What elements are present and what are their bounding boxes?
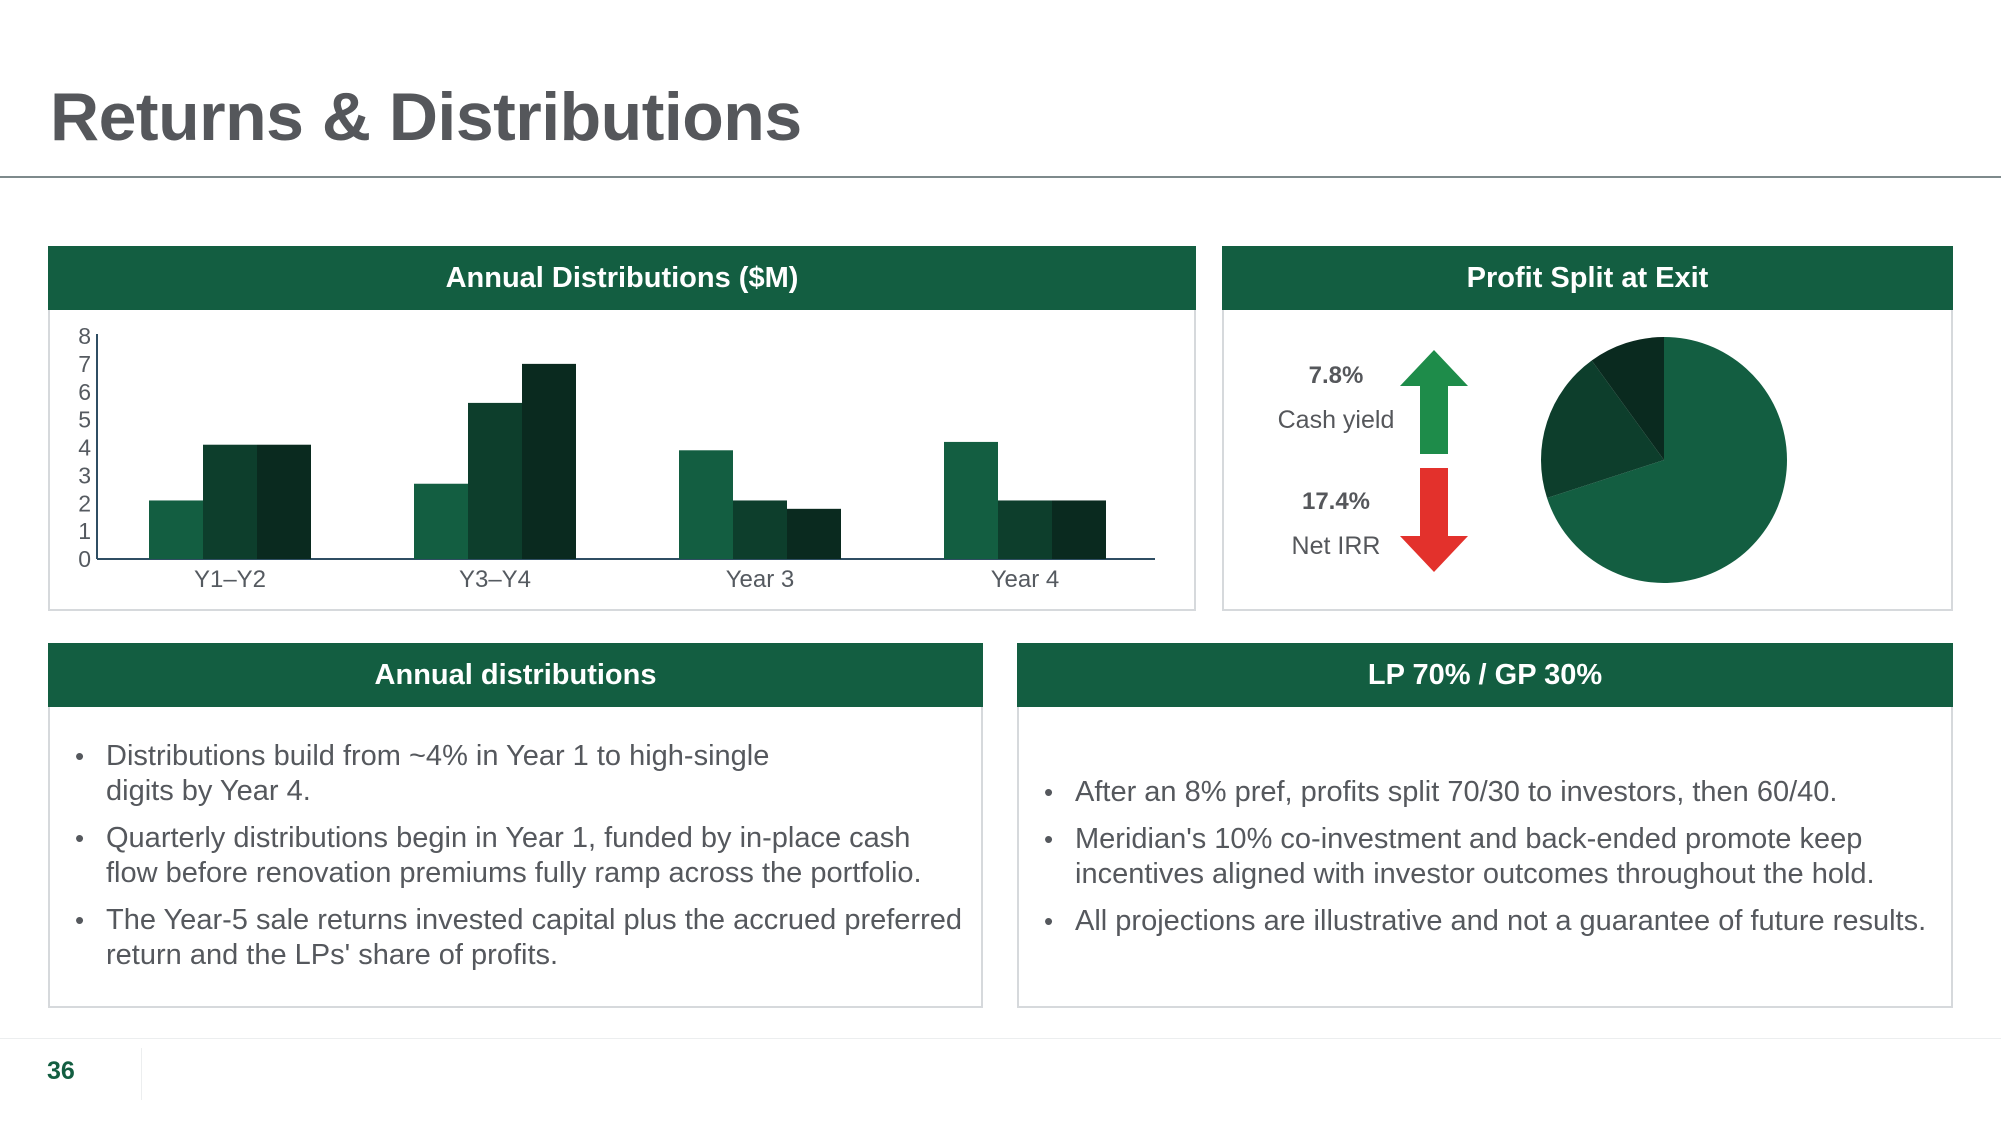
net-irr-label-wrap: Net IRR [1236, 532, 1436, 561]
bar [257, 444, 311, 559]
x-tick-label: Year 3 [726, 566, 795, 593]
page-number: 36 [47, 1057, 75, 1085]
bar [679, 450, 733, 559]
x-tick-label: Year 4 [991, 566, 1060, 593]
pie-slice [1547, 337, 1787, 583]
annual-distributions-panel: Annual distributions • Distributions buil… [48, 643, 983, 1008]
bullet-item: • Distributions build from ~4% in Year 1 … [75, 739, 962, 809]
distributions-chart-header: Annual Distributions ($M) [48, 246, 1196, 310]
bullet-icon: • [75, 905, 85, 935]
bullet-item: • All projections are illustrative and no… [1044, 904, 1926, 939]
footer-divider [0, 1038, 2001, 1039]
lp-gp-panel: LP 70% / GP 30% • After an 8% pref, profi… [1017, 643, 1953, 1008]
bullet-text-line: All projections are illustrative and not… [1075, 905, 1927, 937]
y-tick-label: 6 [78, 379, 91, 405]
y-tick-label: 1 [78, 518, 91, 544]
pie-slice [1541, 360, 1664, 499]
bullet-text-line: Distributions build from ~4% in Year 1 t… [106, 740, 770, 772]
annual-distributions-header: Annual distributions [48, 643, 983, 707]
bar [944, 441, 998, 559]
net-irr-label: Net IRR [1291, 532, 1381, 560]
y-tick-label: 4 [78, 435, 91, 461]
bar [1052, 500, 1106, 559]
bullet-icon: • [1044, 777, 1054, 807]
title-divider [0, 176, 2001, 178]
bullet-icon: • [1044, 824, 1054, 854]
lp-gp-bullets: • After an 8% pref, profits split 70/30 t… [1044, 775, 1926, 951]
y-tick-label: 2 [78, 490, 91, 516]
profit-split-header: Profit Split at Exit [1222, 246, 1953, 310]
pie-slice [1591, 337, 1664, 460]
bar [787, 508, 841, 559]
bar [733, 500, 787, 559]
profit-split-panel: Profit Split at Exit 7.8% Cash yield 17.… [1222, 246, 1953, 611]
slide-title: Returns & Distributions [50, 79, 802, 155]
bullet-icon: • [1044, 906, 1054, 936]
bar [468, 402, 522, 559]
y-tick-label: 5 [78, 407, 91, 433]
bullet-text-line: incentives aligned with investor outcome… [1075, 858, 1875, 890]
bar [203, 444, 257, 559]
x-tick-label: Y1–Y2 [194, 566, 266, 593]
bar [414, 483, 468, 559]
bullet-text-line: The Year-5 sale returns invested capital… [106, 904, 962, 936]
arrow-down-icon [1400, 468, 1468, 572]
bullet-item: • The Year-5 sale returns invested capita… [75, 903, 962, 973]
bullet-text-line: Quarterly distributions begin in Year 1,… [106, 822, 911, 854]
lp-gp-header: LP 70% / GP 30% [1017, 643, 1953, 707]
footer-separator [141, 1048, 142, 1100]
arrows-graphic [1400, 350, 1468, 572]
bullet-item: • After an 8% pref, profits split 70/30 t… [1044, 775, 1926, 810]
net-irr-value: 17.4% [1301, 488, 1371, 515]
bullet-text-line: return and the LPs' share of profits. [106, 939, 559, 971]
arrow-up-icon [1400, 350, 1468, 454]
bullet-text-line: flow before renovation premiums fully ra… [106, 857, 922, 889]
bullet-item: • Meridian's 10% co-investment and back-e… [1044, 822, 1926, 892]
distributions-chart-panel: Annual Distributions ($M) 0 1 2 3 4 5 6 7 8 Y1–Y2… [48, 246, 1196, 611]
bullet-icon: • [75, 823, 85, 853]
profit-split-pie [1541, 337, 1787, 583]
bullet-text-line: Meridian's 10% co-investment and back-en… [1075, 823, 1863, 855]
y-tick-label: 0 [78, 546, 91, 572]
bullet-icon: • [75, 741, 85, 771]
cash-yield-metric: 7.8% [1236, 362, 1436, 390]
y-tick-label: 3 [78, 462, 91, 488]
bar [149, 500, 203, 559]
y-tick-label: 8 [78, 323, 91, 349]
bar [998, 500, 1052, 559]
bullet-text-line: After an 8% pref, profits split 70/30 to… [1075, 776, 1838, 808]
cash-yield-label-wrap: Cash yield [1236, 406, 1436, 435]
y-tick-label: 7 [78, 351, 91, 377]
annual-distributions-bullets: • Distributions build from ~4% in Year 1 … [75, 739, 962, 985]
x-tick-label: Y3–Y4 [459, 566, 531, 593]
cash-yield-label: Cash yield [1277, 406, 1395, 434]
cash-yield-value: 7.8% [1308, 362, 1364, 389]
bullet-text-line: digits by Year 4. [106, 775, 311, 807]
bar [522, 363, 576, 559]
net-irr-metric: 17.4% [1236, 488, 1436, 516]
bullet-item: • Quarterly distributions begin in Year 1… [75, 821, 962, 891]
